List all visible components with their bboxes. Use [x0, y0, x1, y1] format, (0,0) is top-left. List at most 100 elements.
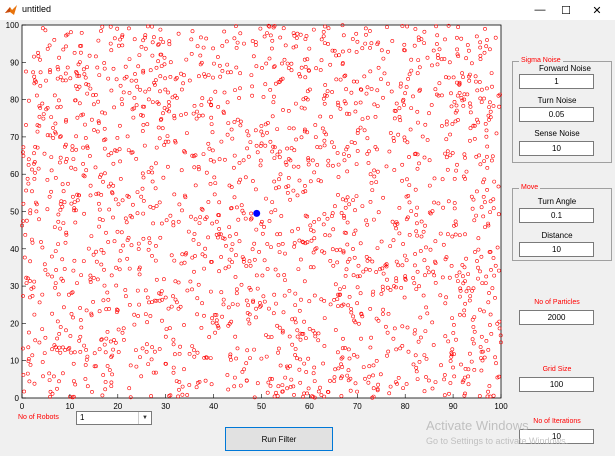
- particle: [487, 105, 492, 110]
- particle: [275, 152, 280, 157]
- particle: [346, 153, 351, 158]
- particle: [418, 315, 423, 320]
- sense-noise-field[interactable]: [519, 141, 594, 156]
- particle: [117, 258, 122, 263]
- particle: [32, 381, 37, 386]
- turn-angle-field[interactable]: [519, 208, 594, 223]
- particle: [402, 135, 407, 140]
- robots-select[interactable]: 1 ▼: [76, 411, 152, 425]
- particle: [171, 370, 176, 375]
- particle: [20, 223, 25, 228]
- particle: [32, 279, 37, 284]
- particle: [413, 252, 418, 256]
- particle: [64, 118, 69, 122]
- particle: [310, 158, 315, 163]
- particle: [195, 44, 200, 49]
- particle: [379, 48, 384, 53]
- chevron-down-icon[interactable]: ▼: [138, 412, 151, 424]
- particle: [364, 32, 368, 37]
- particle: [380, 266, 385, 271]
- particle: [235, 117, 240, 122]
- grid-size-field[interactable]: [519, 377, 594, 392]
- particle: [414, 369, 419, 374]
- particle: [479, 356, 483, 361]
- particle: [255, 150, 260, 155]
- particle: [38, 57, 42, 62]
- particles-field[interactable]: [519, 310, 594, 325]
- particle: [374, 270, 379, 274]
- particle: [466, 272, 471, 277]
- particle: [449, 263, 454, 268]
- particle: [103, 380, 108, 384]
- particle: [278, 35, 283, 40]
- particle: [344, 147, 349, 152]
- particle: [497, 374, 501, 379]
- particle: [234, 205, 239, 210]
- particle: [20, 150, 25, 155]
- particle: [446, 23, 451, 28]
- particle: [411, 362, 416, 367]
- particle: [328, 302, 333, 307]
- particle: [301, 190, 306, 194]
- particle: [420, 134, 425, 139]
- particle: [259, 124, 264, 128]
- iterations-field[interactable]: [519, 429, 594, 444]
- particle: [58, 325, 63, 329]
- particle: [224, 39, 229, 44]
- particle: [273, 267, 278, 272]
- particle: [216, 325, 221, 330]
- particle: [137, 267, 142, 272]
- particle: [450, 151, 455, 155]
- particle: [321, 34, 326, 39]
- maximize-button[interactable]: ☐: [561, 4, 571, 17]
- particle: [165, 164, 170, 169]
- particle: [491, 256, 496, 260]
- robot-marker: [253, 209, 261, 217]
- particle: [254, 143, 259, 148]
- particle: [50, 274, 54, 279]
- particle: [413, 151, 418, 156]
- particle: [158, 36, 163, 41]
- particle: [152, 83, 157, 87]
- particle: [264, 333, 268, 338]
- particle: [355, 79, 360, 84]
- particle: [303, 75, 308, 80]
- particle: [151, 370, 156, 375]
- particle: [454, 168, 459, 173]
- close-button[interactable]: ✕: [592, 4, 602, 17]
- particle: [486, 300, 491, 305]
- particle: [79, 325, 84, 330]
- particle: [35, 123, 40, 128]
- particle: [360, 204, 365, 209]
- x-tick-label: 90: [449, 402, 458, 411]
- particle: [442, 373, 447, 377]
- particle: [264, 196, 268, 201]
- particle: [351, 232, 356, 237]
- minimize-button[interactable]: —: [534, 4, 546, 16]
- particle: [200, 96, 205, 101]
- particle: [454, 103, 459, 108]
- particle: [64, 44, 68, 49]
- particle: [174, 300, 179, 305]
- distance-field[interactable]: [519, 242, 594, 257]
- forward-noise-field[interactable]: [519, 74, 594, 89]
- particle: [368, 45, 372, 50]
- particle: [278, 172, 283, 177]
- particle: [318, 68, 323, 72]
- particle: [303, 241, 308, 246]
- particle: [366, 161, 371, 165]
- particle: [375, 246, 380, 251]
- particle: [260, 231, 265, 236]
- particle: [30, 240, 35, 245]
- particle: [451, 331, 456, 335]
- particle: [176, 280, 181, 285]
- particle: [75, 87, 80, 92]
- run-filter-button[interactable]: Run Filter: [225, 427, 333, 451]
- particle: [496, 184, 501, 189]
- particle: [412, 263, 417, 268]
- particle: [111, 66, 116, 71]
- particle: [400, 263, 405, 268]
- particle: [72, 258, 77, 263]
- particle: [490, 84, 494, 89]
- turn-noise-field[interactable]: [519, 107, 594, 122]
